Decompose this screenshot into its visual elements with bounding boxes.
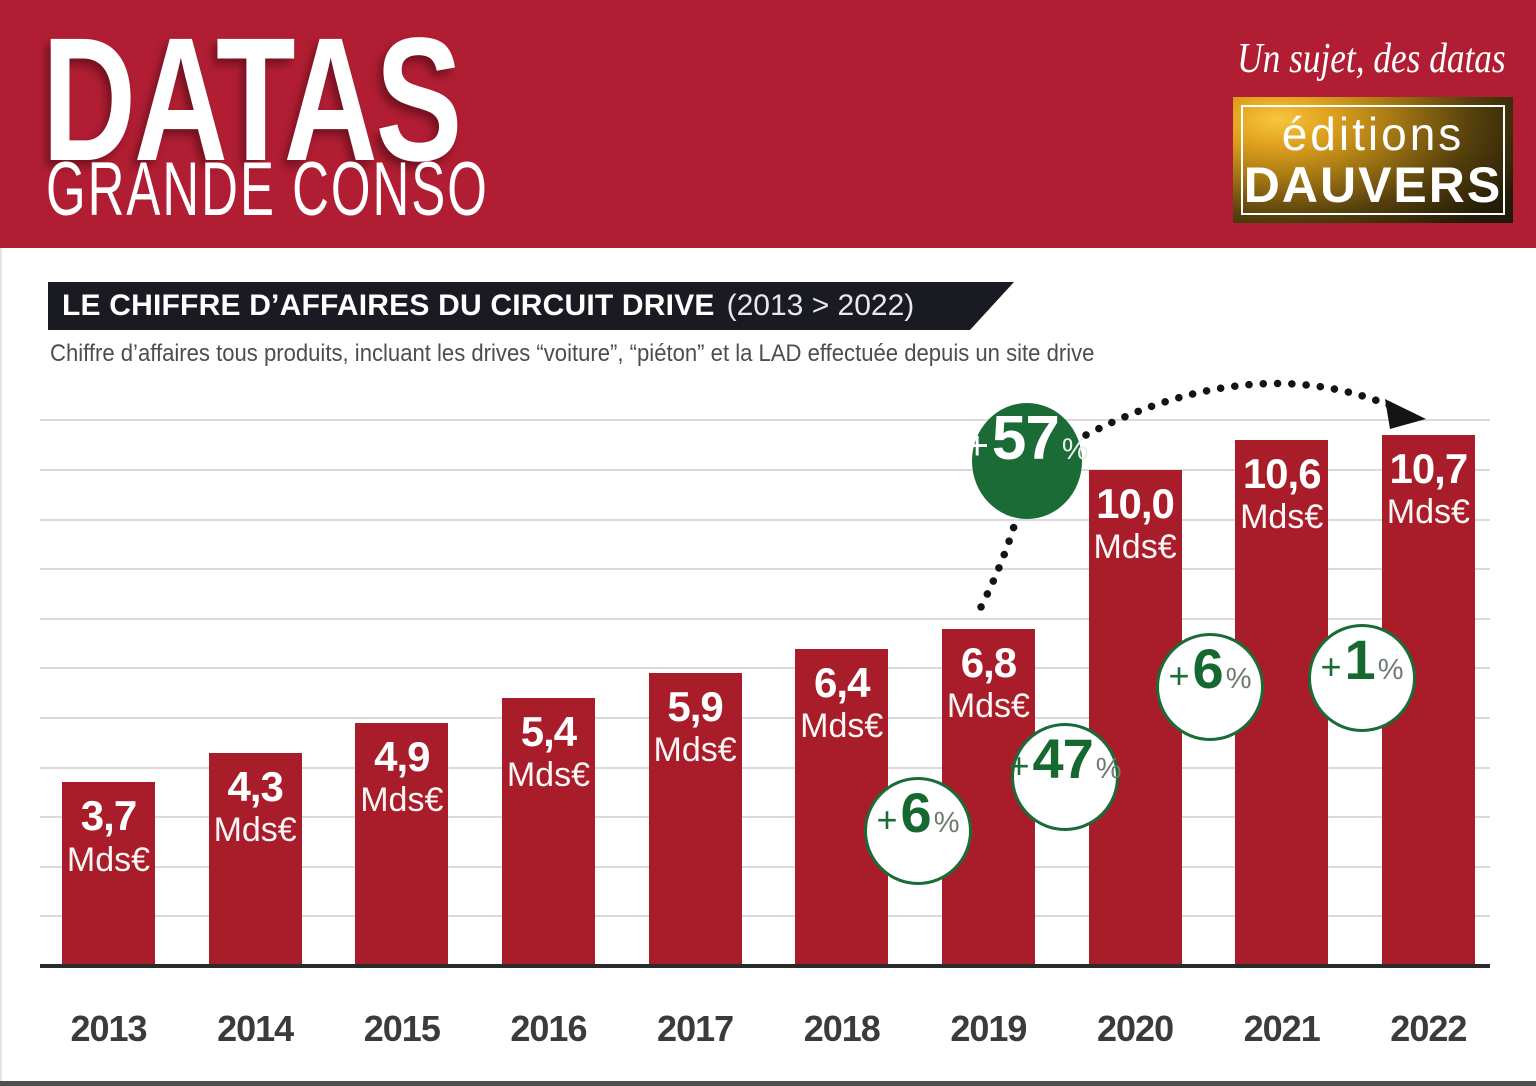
bar-unit-label: Mds€ — [360, 781, 444, 820]
bar-value-label: 10,0 — [1096, 480, 1175, 527]
bar-label: 10,6 Mds€ — [1235, 450, 1328, 537]
bar-label: 6,4 Mds€ — [795, 658, 888, 745]
badge-percent-sign: % — [1225, 663, 1252, 695]
gridline — [40, 568, 1490, 571]
bar-label: 3,7 Mds€ — [62, 792, 155, 879]
bar-value-label: 4,3 — [227, 762, 283, 810]
logo-line2: DAUVERS — [1243, 156, 1503, 213]
masthead: DATAS GRANDE CONSO Un sujet, des datas é… — [0, 0, 1536, 248]
gridline — [40, 617, 1490, 620]
brand-subtitle: GRANDE CONSO — [46, 147, 489, 232]
chart-subtitle: Chiffre d’affaires tous produits, inclua… — [50, 340, 1095, 367]
logo-frame: éditions DAUVERS — [1241, 105, 1505, 215]
section-title-range: (2013 > 2022) — [726, 289, 915, 322]
year-label-2016: 2016 — [510, 1008, 587, 1049]
bar-value-label: 3,7 — [80, 792, 137, 840]
year-label-2020: 2020 — [1097, 1008, 1174, 1049]
bar-value-label: 10,6 — [1242, 450, 1322, 498]
badge-percent-value: 6 — [1192, 637, 1224, 700]
bar-label: 5,9 Mds€ — [649, 683, 742, 770]
growth-badge-2019-2022: +57% — [966, 403, 1089, 519]
bar-value-label: 6,8 — [960, 638, 1017, 686]
year-label-2015: 2015 — [363, 1008, 441, 1049]
editions-dauvers-logo: éditions DAUVERS — [1233, 97, 1513, 223]
gridline — [40, 518, 1490, 521]
badge-percent-value: 47 — [1032, 727, 1093, 790]
bar-unit-label: Mds€ — [946, 686, 1030, 725]
gridline — [40, 865, 1490, 868]
bar-unit-label: Mds€ — [66, 840, 151, 879]
bar-unit-label: Mds€ — [506, 756, 590, 795]
bar-value-label: 5,9 — [667, 683, 723, 731]
badge-plus-sign: + — [1320, 646, 1342, 687]
bar-value-label: 6,4 — [814, 658, 870, 706]
badge-percent-value: 57 — [991, 404, 1060, 473]
badge-plus-sign: + — [965, 424, 989, 468]
bar-unit-label: Mds€ — [800, 706, 884, 745]
year-label-2014: 2014 — [217, 1008, 294, 1049]
gridline — [40, 717, 1490, 719]
bar-2015: 4,9 Mds€ — [355, 722, 449, 966]
year-label-2018: 2018 — [803, 1008, 881, 1049]
bar-label: 6,8 Mds€ — [942, 638, 1035, 725]
bar-label: 5,4 Mds€ — [502, 708, 595, 795]
bar-label: 10,7 Mds€ — [1382, 445, 1475, 532]
year-label-2022: 2022 — [1390, 1008, 1467, 1049]
gridline — [40, 766, 1490, 769]
growth-badge-2020-2021: +6% — [1156, 633, 1264, 741]
brand-title: DATAS — [42, 2, 462, 198]
growth-badge-2018-2019: +6% — [864, 777, 972, 885]
bar-2014: 4,3 Mds€ — [208, 752, 302, 966]
gridline — [40, 469, 1490, 471]
year-label-2013: 2013 — [70, 1008, 147, 1049]
bar-label: 4,9 Mds€ — [355, 732, 448, 820]
gridline — [40, 915, 1490, 918]
bar-2016: 5,4 Mds€ — [501, 698, 595, 966]
x-axis-baseline — [40, 964, 1490, 968]
bar-value-label: 10,7 — [1389, 445, 1468, 493]
section-title: LE CHIFFRE D’AFFAIRES DU CIRCUIT DRIVE — [62, 289, 715, 322]
bar-value-label: 5,4 — [520, 708, 577, 756]
section-title-banner: LE CHIFFRE D’AFFAIRES DU CIRCUIT DRIVE (… — [48, 282, 1014, 330]
bar-unit-label: Mds€ — [213, 810, 297, 849]
bar-2017: 5,9 Mds€ — [648, 673, 742, 966]
year-label-2019: 2019 — [950, 1008, 1027, 1049]
growth-badge-2019-2020: +47% — [1008, 723, 1122, 831]
logo-line1: éditions — [1281, 107, 1465, 160]
bar-2022: 10,7 Mds€ — [1381, 435, 1475, 966]
badge-percent-sign: % — [1061, 433, 1089, 466]
bar-2013: 3,7 Mds€ — [62, 782, 155, 966]
bar-unit-label: Mds€ — [1240, 498, 1324, 537]
badge-percent-sign: % — [933, 807, 960, 839]
left-edge-line — [0, 248, 2, 1086]
bar-unit-label: Mds€ — [1386, 493, 1470, 532]
bar-label: 10,0 Mds€ — [1089, 480, 1182, 567]
badge-percent-value: 1 — [1344, 628, 1376, 691]
growth-badge-2021-2022: +1% — [1308, 624, 1416, 732]
bar-unit-label: Mds€ — [1093, 528, 1177, 567]
badge-plus-sign: + — [876, 799, 898, 840]
badge-percent-sign: % — [1095, 753, 1122, 785]
year-label-2017: 2017 — [657, 1008, 734, 1049]
badge-percent-sign: % — [1377, 654, 1404, 686]
bottom-strip — [0, 1081, 1536, 1086]
badge-plus-sign: + — [1168, 655, 1190, 696]
bar-value-label: 4,9 — [374, 732, 430, 780]
bar-unit-label: Mds€ — [653, 731, 737, 770]
year-label-2021: 2021 — [1243, 1008, 1321, 1049]
badge-plus-sign: + — [1008, 745, 1030, 786]
gridline — [40, 667, 1490, 670]
tagline: Un sujet, des datas — [1237, 36, 1506, 82]
gridline — [40, 419, 1490, 422]
badge-percent-value: 6 — [900, 781, 932, 844]
bar-label: 4,3 Mds€ — [209, 762, 302, 849]
gridline — [40, 816, 1490, 819]
